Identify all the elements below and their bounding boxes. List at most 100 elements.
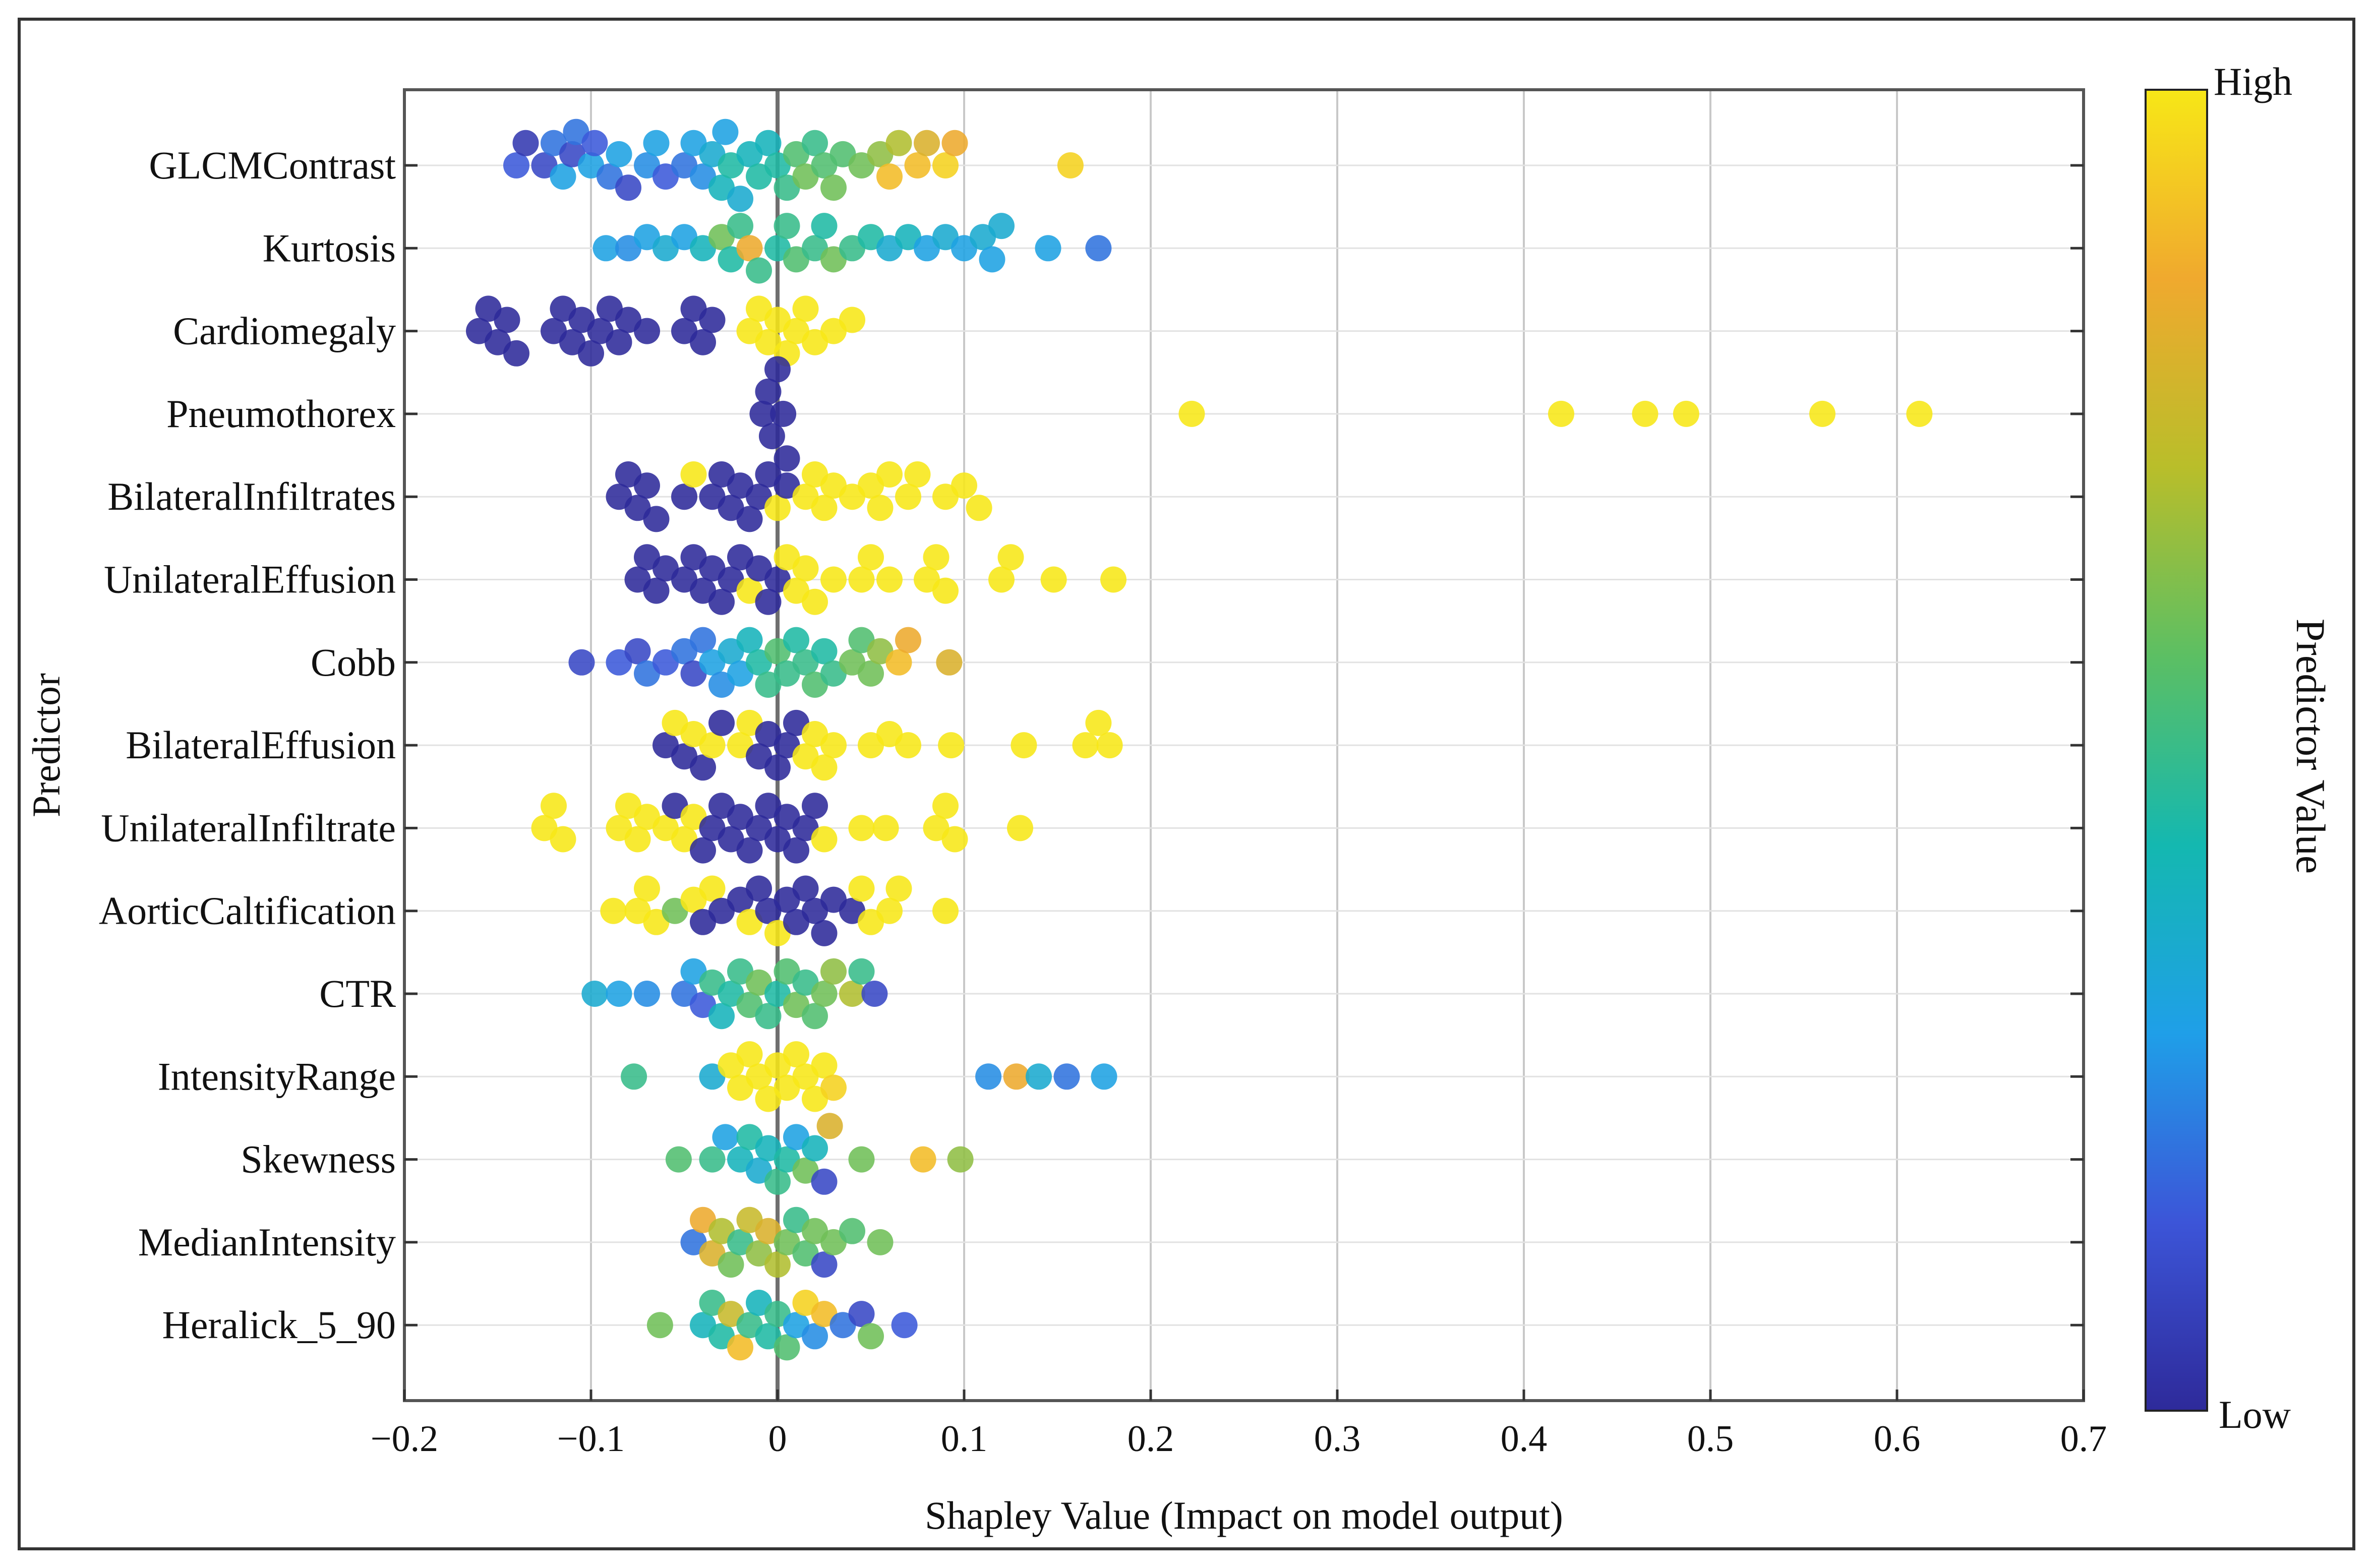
shap-point xyxy=(1072,732,1099,759)
predictor-points-GLCMContrast xyxy=(503,118,1084,212)
shap-point xyxy=(820,732,847,759)
shap-point xyxy=(802,130,828,156)
shap-point xyxy=(951,472,977,499)
shap-point xyxy=(736,235,763,262)
colorbar xyxy=(2145,89,2208,1412)
x-tick-label: 0.4 xyxy=(1501,1418,1548,1460)
shap-point xyxy=(904,461,931,488)
shap-point xyxy=(858,660,884,687)
shap-point xyxy=(699,732,726,759)
shap-point xyxy=(997,544,1024,571)
shap-point xyxy=(624,638,651,665)
shap-point xyxy=(876,566,903,593)
shap-point xyxy=(708,1003,735,1030)
shap-point xyxy=(811,495,838,521)
shap-point xyxy=(872,815,899,841)
shap-point xyxy=(581,130,608,156)
colorbar-title: Predictor Value xyxy=(2288,619,2334,874)
shap-point xyxy=(1096,732,1123,759)
shap-point xyxy=(792,555,819,582)
shap-point xyxy=(699,307,726,333)
shap-point xyxy=(699,875,726,902)
shap-point xyxy=(802,588,828,615)
predictor-label: Pneumothorex xyxy=(166,392,396,436)
predictor-label: BilateralInfiltrates xyxy=(107,474,396,518)
shap-point xyxy=(512,130,539,156)
shap-point xyxy=(876,163,903,190)
shap-point xyxy=(1091,1063,1117,1090)
shap-point xyxy=(811,1168,838,1195)
shap-point xyxy=(895,484,921,510)
shap-point xyxy=(1085,709,1112,736)
shap-point xyxy=(736,837,763,864)
shap-point xyxy=(494,307,520,333)
shap-point xyxy=(550,163,576,190)
shap-point xyxy=(646,1312,673,1339)
predictor-label: BilateralEffusion xyxy=(126,723,396,767)
shap-point xyxy=(848,815,875,841)
shap-point xyxy=(938,732,965,759)
shap-point xyxy=(503,340,529,367)
shap-point xyxy=(904,152,931,178)
shap-point xyxy=(858,1323,884,1350)
ticks-layer: −0.2 −0.1 0 0.1 0.2 0.3 0.4 0.5 0.6 0.7 GLCMContra… xyxy=(99,143,2107,1460)
shap-point xyxy=(764,356,791,383)
predictor-points-IntensityRange xyxy=(621,1041,1117,1112)
shap-point xyxy=(736,1041,763,1068)
shap-point xyxy=(941,826,968,853)
shap-point xyxy=(839,981,865,1007)
shap-point xyxy=(932,577,959,604)
predictor-points-Cardiomegaly xyxy=(466,295,865,367)
shap-point xyxy=(910,1146,936,1173)
predictor-label: UnilateralInfiltrate xyxy=(101,806,396,850)
colorbar-low-label: Low xyxy=(2219,1393,2291,1436)
shap-point xyxy=(643,506,670,532)
shap-point xyxy=(966,495,992,521)
shap-point xyxy=(758,423,785,450)
shap-point xyxy=(634,875,660,902)
shap-point xyxy=(885,875,912,902)
shap-point xyxy=(811,1251,838,1278)
x-tick-label: 0.3 xyxy=(1314,1418,1361,1460)
shap-point xyxy=(820,958,847,985)
predictor-label: GLCMContrast xyxy=(149,143,396,187)
shap-point xyxy=(634,981,660,1007)
shap-point xyxy=(988,566,1015,593)
shap-point xyxy=(1007,815,1033,841)
x-tick-label: 0 xyxy=(768,1418,787,1460)
shap-point xyxy=(755,1003,782,1030)
predictor-points-CTR xyxy=(581,958,888,1030)
shap-point xyxy=(690,627,716,653)
shap-point xyxy=(941,130,968,156)
shap-point xyxy=(671,484,697,510)
shap-point xyxy=(727,1334,753,1361)
predictor-label: IntensityRange xyxy=(158,1054,396,1098)
shap-point xyxy=(811,981,838,1007)
shap-point xyxy=(783,1041,809,1068)
shap-point xyxy=(947,1146,974,1173)
shap-point xyxy=(876,461,903,488)
shap-point xyxy=(848,1146,875,1173)
shap-point xyxy=(690,329,716,355)
shap-point xyxy=(783,627,809,653)
shap-point xyxy=(1178,400,1205,427)
shap-point xyxy=(1548,400,1574,427)
shap-point xyxy=(592,235,619,262)
shap-point xyxy=(1026,1063,1052,1090)
shap-point xyxy=(816,1113,843,1139)
shap-point xyxy=(932,897,959,924)
predictor-label: Skewness xyxy=(241,1137,396,1181)
shap-point xyxy=(770,400,797,427)
shap-point xyxy=(848,566,875,593)
shap-point xyxy=(1809,400,1835,427)
shap-point xyxy=(643,577,670,604)
shap-point xyxy=(634,318,660,344)
shap-point xyxy=(858,544,884,571)
shap-point xyxy=(690,837,716,864)
shap-point xyxy=(802,1135,828,1162)
shap-point xyxy=(914,130,940,156)
x-tick-label: 0.5 xyxy=(1687,1418,1734,1460)
predictor-label: Heralick_5_90 xyxy=(162,1303,396,1347)
predictor-label: CTR xyxy=(319,972,396,1015)
